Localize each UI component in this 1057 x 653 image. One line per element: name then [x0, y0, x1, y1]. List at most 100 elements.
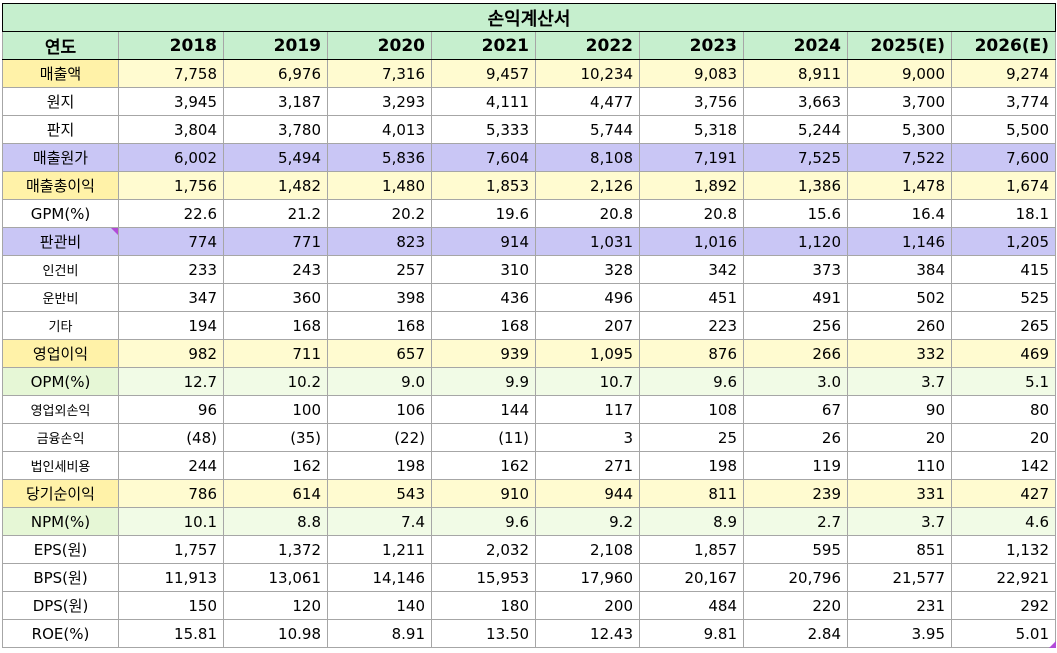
- value-cell[interactable]: 360: [223, 283, 328, 312]
- value-cell[interactable]: 3: [535, 423, 640, 452]
- value-cell[interactable]: 451: [639, 283, 744, 312]
- value-cell[interactable]: 1,146: [847, 227, 952, 256]
- header-year-cell[interactable]: 2025(E): [847, 31, 952, 60]
- value-cell[interactable]: 436: [431, 283, 536, 312]
- value-cell[interactable]: 100: [223, 395, 328, 424]
- value-cell[interactable]: 162: [223, 451, 328, 480]
- value-cell[interactable]: 823: [327, 227, 432, 256]
- value-cell[interactable]: 239: [743, 479, 848, 508]
- value-cell[interactable]: 223: [639, 311, 744, 340]
- value-cell[interactable]: 328: [535, 255, 640, 284]
- value-cell[interactable]: 20.2: [327, 199, 432, 228]
- value-cell[interactable]: 1,857: [639, 535, 744, 564]
- value-cell[interactable]: 9.0: [327, 367, 432, 396]
- value-cell[interactable]: 1,211: [327, 535, 432, 564]
- value-cell[interactable]: 207: [535, 311, 640, 340]
- value-cell[interactable]: 786: [118, 479, 224, 508]
- value-cell[interactable]: 2,126: [535, 171, 640, 200]
- value-cell[interactable]: 1,386: [743, 171, 848, 200]
- value-cell[interactable]: 415: [950, 255, 1057, 284]
- value-cell[interactable]: 9.9: [431, 367, 536, 396]
- value-cell[interactable]: 266: [743, 339, 848, 368]
- value-cell[interactable]: 22.6: [118, 199, 224, 228]
- value-cell[interactable]: 4,111: [431, 87, 536, 116]
- value-cell[interactable]: 2.7: [743, 507, 848, 536]
- value-cell[interactable]: 117: [535, 395, 640, 424]
- value-cell[interactable]: 373: [743, 255, 848, 284]
- value-cell[interactable]: 168: [223, 311, 328, 340]
- row-label-cell[interactable]: EPS(원): [2, 535, 119, 564]
- value-cell[interactable]: 7,316: [327, 59, 432, 88]
- value-cell[interactable]: 3,756: [639, 87, 744, 116]
- value-cell[interactable]: 1,480: [327, 171, 432, 200]
- value-cell[interactable]: 1,016: [639, 227, 744, 256]
- value-cell[interactable]: 1,095: [535, 339, 640, 368]
- value-cell[interactable]: 257: [327, 255, 432, 284]
- row-label-cell[interactable]: 매출총이익: [2, 171, 119, 200]
- value-cell[interactable]: 9.81: [639, 619, 744, 648]
- value-cell[interactable]: (48): [118, 423, 224, 452]
- value-cell[interactable]: 2,108: [535, 535, 640, 564]
- value-cell[interactable]: 16.4: [847, 199, 952, 228]
- value-cell[interactable]: 1,674: [950, 171, 1057, 200]
- value-cell[interactable]: 11,913: [118, 563, 224, 592]
- value-cell[interactable]: 3,945: [118, 87, 224, 116]
- table-title[interactable]: 손익계산서: [1, 3, 1057, 32]
- row-label-cell[interactable]: 원지: [2, 87, 119, 116]
- value-cell[interactable]: 342: [639, 255, 744, 284]
- value-cell[interactable]: 5,836: [327, 143, 432, 172]
- value-cell[interactable]: 398: [327, 283, 432, 312]
- value-cell[interactable]: 15.81: [118, 619, 224, 648]
- value-cell[interactable]: 200: [535, 591, 640, 620]
- value-cell[interactable]: 96: [118, 395, 224, 424]
- value-cell[interactable]: 10.1: [118, 507, 224, 536]
- row-label-cell[interactable]: NPM(%): [2, 507, 119, 536]
- value-cell[interactable]: 25: [639, 423, 744, 452]
- value-cell[interactable]: 260: [847, 311, 952, 340]
- header-year-cell[interactable]: 2026(E): [950, 31, 1057, 60]
- value-cell[interactable]: 233: [118, 255, 224, 284]
- value-cell[interactable]: 3.7: [847, 507, 952, 536]
- row-label-cell[interactable]: ROE(%): [2, 619, 119, 648]
- value-cell[interactable]: 194: [118, 311, 224, 340]
- value-cell[interactable]: 150: [118, 591, 224, 620]
- row-label-cell[interactable]: 판지: [2, 115, 119, 144]
- value-cell[interactable]: 5,744: [535, 115, 640, 144]
- row-label-cell[interactable]: DPS(원): [2, 591, 119, 620]
- value-cell[interactable]: 1,031: [535, 227, 640, 256]
- row-label-cell[interactable]: 운반비: [2, 283, 119, 312]
- value-cell[interactable]: 7,522: [847, 143, 952, 172]
- value-cell[interactable]: 144: [431, 395, 536, 424]
- value-cell[interactable]: 26: [743, 423, 848, 452]
- value-cell[interactable]: 3,663: [743, 87, 848, 116]
- value-cell[interactable]: 469: [950, 339, 1057, 368]
- value-cell[interactable]: 20.8: [535, 199, 640, 228]
- row-label-cell[interactable]: BPS(원): [2, 563, 119, 592]
- value-cell[interactable]: 7.4: [327, 507, 432, 536]
- value-cell[interactable]: 1,478: [847, 171, 952, 200]
- value-cell[interactable]: 90: [847, 395, 952, 424]
- value-cell[interactable]: 1,372: [223, 535, 328, 564]
- value-cell[interactable]: 543: [327, 479, 432, 508]
- value-cell[interactable]: 1,132: [950, 535, 1057, 564]
- header-year-cell[interactable]: 2018: [118, 31, 224, 60]
- row-label-cell[interactable]: 금융손익: [2, 423, 119, 452]
- value-cell[interactable]: 80: [950, 395, 1057, 424]
- row-label-cell[interactable]: 기타: [2, 311, 119, 340]
- value-cell[interactable]: 142: [950, 451, 1057, 480]
- value-cell[interactable]: 6,002: [118, 143, 224, 172]
- value-cell[interactable]: 10,234: [535, 59, 640, 88]
- value-cell[interactable]: 910: [431, 479, 536, 508]
- header-label-cell[interactable]: 연도: [2, 31, 119, 60]
- value-cell[interactable]: 9.6: [431, 507, 536, 536]
- value-cell[interactable]: 7,758: [118, 59, 224, 88]
- value-cell[interactable]: 6,976: [223, 59, 328, 88]
- value-cell[interactable]: 15.6: [743, 199, 848, 228]
- value-cell[interactable]: 3,293: [327, 87, 432, 116]
- value-cell[interactable]: 914: [431, 227, 536, 256]
- value-cell[interactable]: 332: [847, 339, 952, 368]
- value-cell[interactable]: 168: [327, 311, 432, 340]
- value-cell[interactable]: 939: [431, 339, 536, 368]
- row-label-cell[interactable]: 매출원가: [2, 143, 119, 172]
- value-cell[interactable]: 657: [327, 339, 432, 368]
